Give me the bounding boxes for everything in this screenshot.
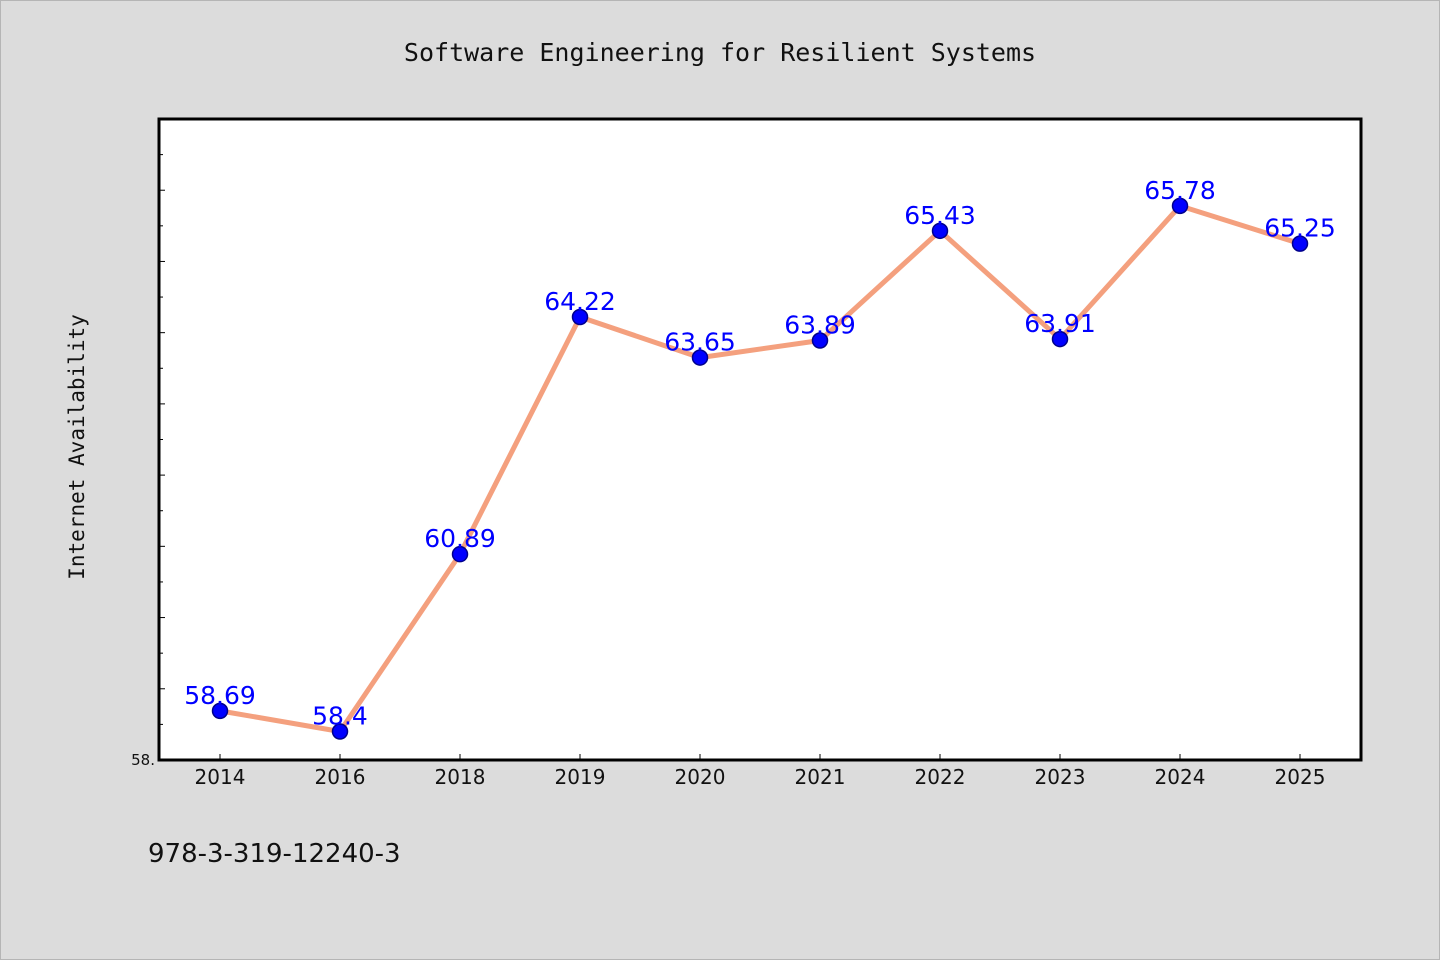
chart-title: Software Engineering for Resilient Syste… (404, 38, 1036, 67)
data-point (211, 702, 229, 720)
data-label: 58.4 (312, 702, 368, 731)
data-label: 65.25 (1264, 214, 1336, 243)
data-point (451, 545, 469, 563)
data-label: 63.89 (784, 311, 856, 340)
x-tick-label: 2018 (435, 765, 486, 789)
x-tick-label: 2022 (915, 765, 966, 789)
x-tick-label: 2020 (675, 765, 726, 789)
x-tick-label: 2024 (1155, 765, 1206, 789)
data-labels: 58.69 58.4 60.89 64.22 63.65 63.89 65.43 63.91 6… (184, 176, 1336, 731)
x-tick-label: 2025 (1275, 765, 1326, 789)
x-tick-label: 2019 (555, 765, 606, 789)
data-label: 65.43 (904, 201, 976, 230)
x-tick-label: 2023 (1035, 765, 1086, 789)
data-point (571, 308, 589, 326)
y-axis-ticks: 58. (131, 154, 165, 769)
data-label: 64.22 (544, 287, 616, 316)
data-point (331, 723, 349, 740)
data-point (931, 222, 949, 240)
series-line (217, 203, 1303, 735)
x-axis-ticks: 2014 2016 2018 2019 2020 2021 2022 2023 2024 2025 (195, 754, 1326, 789)
data-point (1051, 330, 1069, 348)
footer-isbn: 978-3-319-12240-3 (148, 839, 401, 869)
data-label: 63.65 (664, 328, 736, 357)
x-tick-label: 2014 (195, 765, 246, 789)
series-revenue-line (217, 203, 1303, 735)
data-point (811, 332, 829, 349)
data-label: 58.69 (184, 681, 256, 710)
data-point (1291, 235, 1309, 252)
plot-area (157, 117, 1363, 762)
x-tick-label: 2021 (795, 765, 846, 789)
data-point (1171, 197, 1189, 215)
x-tick-label: 2016 (315, 765, 366, 789)
data-label: 60.89 (424, 524, 496, 553)
data-point (691, 349, 709, 366)
y-tick-label: 58. (131, 751, 155, 769)
data-label: 65.78 (1144, 176, 1216, 205)
data-markers (211, 197, 1309, 740)
y-axis-label: Internet Availability (65, 314, 89, 580)
data-label: 63.91 (1024, 309, 1096, 338)
